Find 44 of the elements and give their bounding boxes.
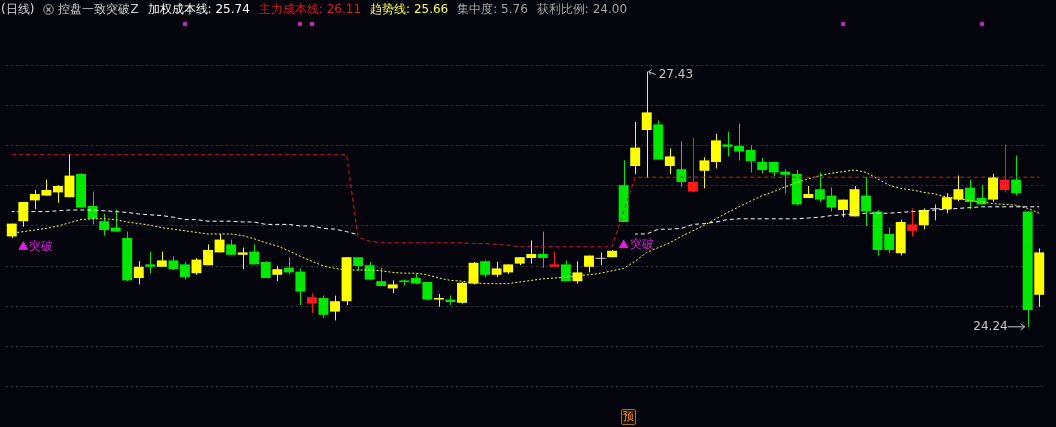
- candlestick: [699, 156, 710, 189]
- candlestick: [722, 131, 733, 157]
- candlestick: [745, 144, 756, 173]
- text: 趋势线: 25.66: [370, 1, 449, 17]
- text: 获利比例: 24.00: [536, 1, 628, 17]
- annotation: 24.24: [973, 318, 1008, 333]
- series-label: 突破: [29, 238, 54, 253]
- candlestick: [145, 251, 156, 274]
- annotation: 27.43: [658, 66, 694, 81]
- candlestick: [918, 207, 929, 230]
- candlestick: [572, 260, 583, 285]
- chart-subtitle: 控盘一致突破Z: [58, 1, 139, 17]
- candlestick: [965, 179, 975, 210]
- candlestick: [457, 281, 467, 305]
- candlestick: [318, 295, 329, 319]
- candlestick: [110, 209, 121, 233]
- candlestick: [330, 295, 340, 321]
- candlestick: [295, 267, 306, 306]
- candlestick: [687, 137, 698, 193]
- candlestick: [237, 247, 248, 270]
- candlestick: [907, 207, 918, 237]
- candlestick: [734, 123, 745, 161]
- text: 主力成本线: 26.11: [258, 1, 362, 17]
- candlestick: [1011, 155, 1022, 197]
- candlestick: [999, 143, 1010, 193]
- candlestick: [630, 121, 641, 175]
- chart-title: (日线): [1, 1, 35, 17]
- candlestick: [641, 71, 652, 179]
- text: 加权成本线: 25.74: [147, 1, 250, 17]
- candlestick: [780, 168, 791, 194]
- candlestick: [133, 260, 144, 285]
- text: 预: [621, 409, 636, 425]
- candlestick: [99, 213, 110, 237]
- candlestick: [595, 251, 606, 266]
- candlestick: [711, 133, 721, 169]
- text: 突破: [629, 237, 654, 252]
- candlestick: [306, 292, 317, 314]
- candlestick: [664, 147, 675, 175]
- candlestick: [861, 176, 872, 227]
- candlestick: [988, 173, 999, 203]
- text: 集中度: 5.76: [457, 1, 528, 17]
- candlestick: [676, 140, 687, 188]
- candlestick: [537, 231, 548, 269]
- candlestick: [18, 201, 29, 228]
